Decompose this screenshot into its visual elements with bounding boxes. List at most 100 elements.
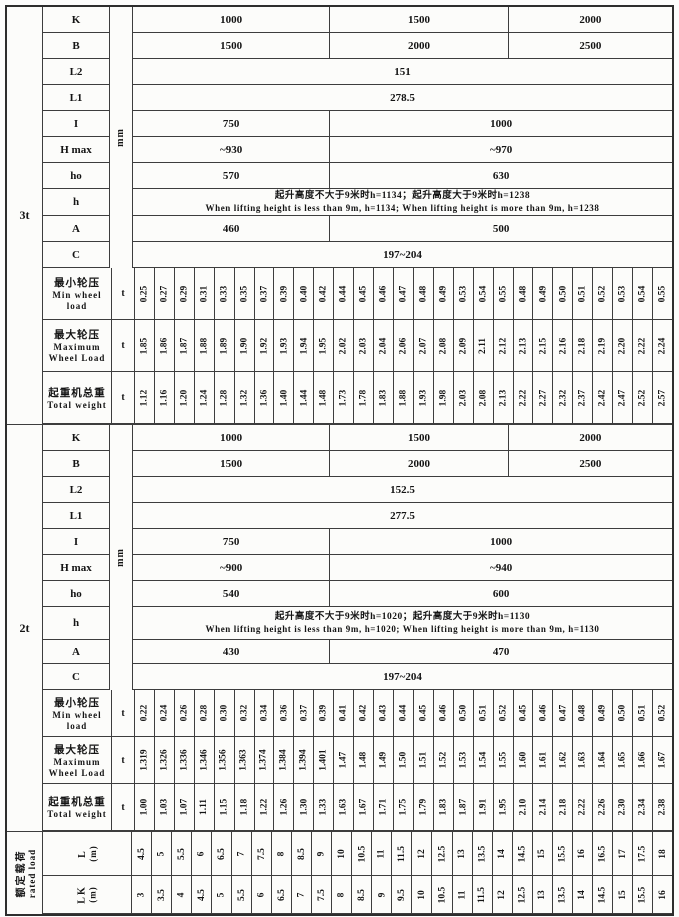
row-label: K: [43, 425, 110, 451]
cell-value: 13: [457, 848, 468, 859]
data-cell: 1.60: [513, 737, 534, 784]
data-cell: 1.54: [473, 737, 494, 784]
data-cell: 0.55: [652, 268, 672, 320]
cell-value: 11: [376, 849, 387, 858]
cell-value: 2.13: [517, 337, 528, 354]
data-cell: 6.5: [272, 876, 293, 914]
cell-value: 1.88: [398, 389, 409, 406]
row-label: LK (m): [43, 876, 132, 914]
cell-value: 7: [296, 892, 307, 897]
value-cell: ~970: [330, 137, 672, 163]
data-cell: 0.48: [573, 690, 594, 737]
data-cell: 13.5: [472, 832, 493, 876]
data-cell: 2.27: [533, 372, 554, 424]
cell-value: 1.11: [199, 798, 210, 816]
data-cell: 1.89: [214, 320, 235, 372]
value-cell: ~940: [330, 555, 672, 581]
cell-value: 1.30: [298, 798, 309, 816]
cell-value: 1.87: [179, 337, 190, 354]
cell-value: 1.16: [159, 389, 170, 406]
cell-value: 13.5: [477, 845, 488, 862]
row-max-wheel-load-2t: 最大轮压 Maximum Wheel Load t 1.319 1.326 1.33…: [43, 737, 672, 784]
data-cell: 1.36: [254, 372, 275, 424]
row-L1: L1 278.5: [43, 85, 672, 111]
row-label: K: [43, 7, 110, 33]
data-cell: 1.65: [613, 737, 634, 784]
data-cell: 1.75: [393, 784, 414, 831]
row-Hmax: H max ~900 ~940: [43, 555, 672, 581]
cell-value: 4: [176, 892, 187, 897]
cell-value: 8: [336, 892, 347, 897]
data-cell: 2.22: [573, 784, 594, 831]
cell-value: 1.89: [219, 337, 230, 354]
data-cell: 1.28: [214, 372, 235, 424]
value-cell: 277.5: [133, 503, 672, 529]
row-ho: ho 540 600: [43, 581, 672, 607]
cell-value: 1.90: [239, 337, 250, 354]
cell-value: 1.24: [199, 389, 210, 406]
data-cell: 2.20: [613, 320, 634, 372]
cell-value: 14: [577, 889, 588, 900]
row-label: B: [43, 33, 110, 59]
cell-value: 0.46: [537, 704, 548, 722]
data-cell: 2.34: [633, 784, 653, 831]
data-cell: 0.49: [533, 268, 554, 320]
cell-value: 0.55: [498, 285, 509, 302]
value-cell: 1000: [133, 425, 331, 451]
value-cell: 1500: [133, 451, 331, 477]
cell-value: 0.51: [478, 704, 489, 722]
cell-value: 1.03: [159, 798, 170, 816]
cell-value: 1.48: [358, 751, 369, 769]
cell-value: 12: [416, 848, 427, 859]
cell-value: 2.57: [657, 389, 668, 406]
data-cell: 11.5: [472, 876, 493, 914]
cell-value: 1.91: [478, 798, 489, 816]
data-cell: 1.326: [154, 737, 175, 784]
row-C: C 197~204: [43, 664, 672, 690]
data-cell: 1.93: [274, 320, 295, 372]
row-label: 起重机总重 Total weight: [43, 372, 112, 424]
data-cell: 16: [652, 876, 672, 914]
data-cell: 0.25: [135, 268, 155, 320]
data-cell: 0.26: [174, 690, 195, 737]
value-cell: 2000: [330, 451, 509, 477]
cell-value: 13: [537, 889, 548, 900]
cell-value: 0.45: [517, 704, 528, 722]
data-cell: 13: [452, 832, 473, 876]
cell-value: 6: [256, 892, 267, 897]
cell-value: 2.13: [498, 389, 509, 406]
cell-value: 0.43: [378, 704, 389, 722]
value-cell: 470: [330, 640, 672, 664]
cell-value: 1.79: [418, 798, 429, 816]
cell-value: 0.44: [398, 704, 409, 722]
cell-value: 1.60: [517, 751, 528, 769]
data-cell: 0.30: [214, 690, 235, 737]
cell-value: 1.00: [139, 798, 150, 816]
value-cell: 2000: [508, 7, 672, 33]
cell-value: 0.45: [418, 704, 429, 722]
cell-value: 18: [657, 848, 668, 859]
data-cell: 1.62: [553, 737, 574, 784]
data-cell: 2.26: [593, 784, 614, 831]
data-cell: 1.40: [274, 372, 295, 424]
data-cell: 0.29: [174, 268, 195, 320]
cell-value: 6: [196, 851, 207, 856]
data-cell: 0.27: [154, 268, 175, 320]
cell-value: 9: [316, 851, 327, 856]
cell-value: 1.48: [318, 389, 329, 406]
data-cell: 1.67: [354, 784, 375, 831]
data-cell: 4.5: [132, 832, 153, 876]
side-label-3t: 3t: [7, 7, 43, 424]
data-cell: 2.37: [573, 372, 594, 424]
cell-value: 1.22: [258, 798, 269, 816]
cell-value: 14: [497, 848, 508, 859]
data-cell: 1.78: [354, 372, 375, 424]
cell-value: 1.95: [318, 337, 329, 354]
data-cell: 2.52: [633, 372, 653, 424]
cell-value: 2.14: [537, 798, 548, 816]
data-cell: 1.53: [453, 737, 474, 784]
data-cells: 1.12 1.16 1.20 1.24 1.28 1.32 1.36 1.40 1.44 1.48…: [135, 372, 672, 424]
value-cell: 630: [330, 163, 672, 189]
cell-value: 1.66: [637, 751, 648, 769]
data-cell: 2.02: [334, 320, 355, 372]
